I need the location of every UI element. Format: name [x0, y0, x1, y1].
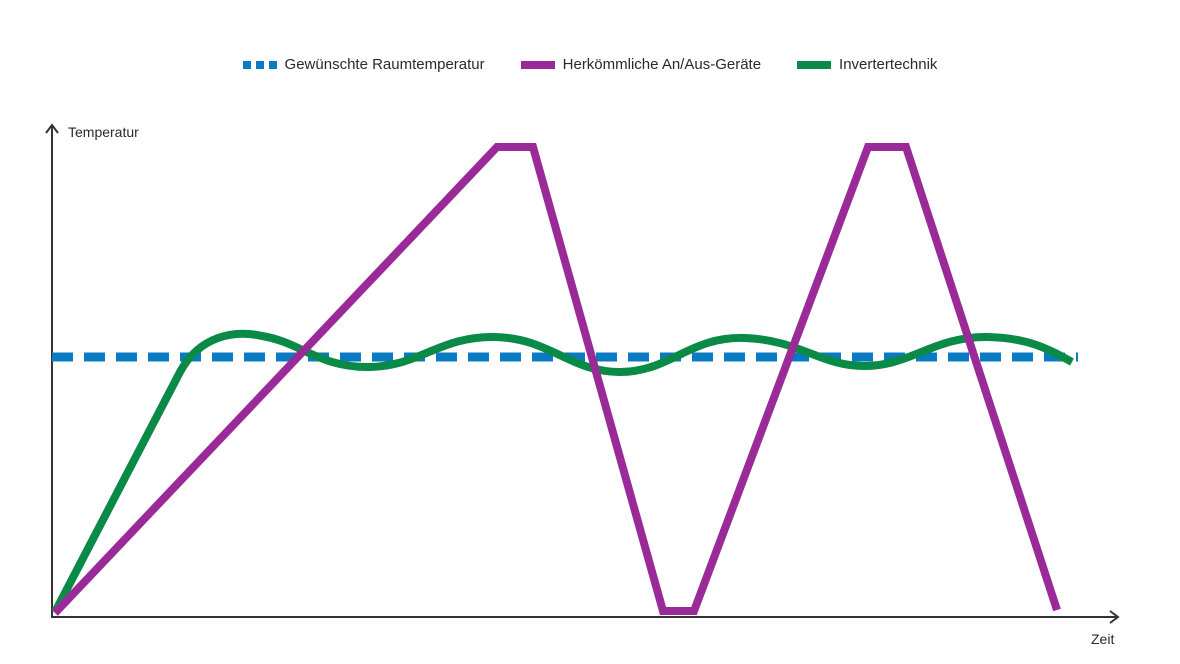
legend-label: Invertertechnik — [839, 56, 938, 73]
legend-item-inverter: Invertertechnik — [797, 56, 937, 73]
legend-item-on-off: Herkömmliche An/Aus-Geräte — [520, 56, 762, 73]
on-off-line — [52, 143, 1061, 616]
inverter-line — [51, 329, 1074, 614]
legend-label: Herkömmliche An/Aus-Geräte — [562, 56, 762, 73]
purple-line-swatch-icon — [520, 60, 555, 69]
legend-item-setpoint: Gewünschte Raumtemperatur — [242, 56, 485, 73]
legend-label: Gewünschte Raumtemperatur — [284, 56, 485, 73]
y-axis-label: Temperatur — [68, 124, 139, 140]
y-axis — [45, 123, 59, 618]
green-line-swatch-icon — [797, 60, 832, 69]
x-axis-label: Zeit — [1091, 631, 1115, 647]
x-axis — [52, 610, 1120, 624]
right-arrow-icon — [1109, 610, 1120, 624]
dashed-line-swatch-icon — [242, 60, 277, 69]
up-arrow-icon — [45, 123, 59, 134]
chart-legend: Gewünschte Raumtemperatur Herkömmliche A… — [0, 56, 1180, 73]
